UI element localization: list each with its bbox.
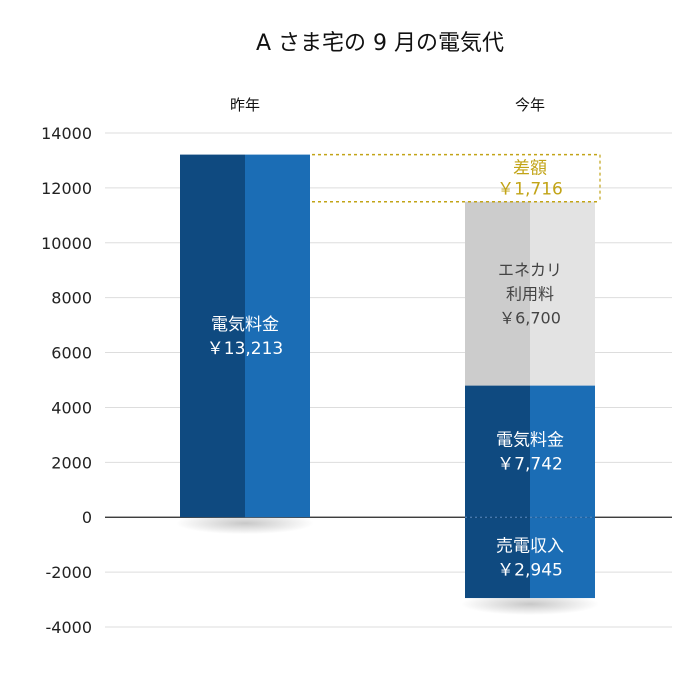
bar-segment-left [465, 201, 530, 386]
bar-segment-left [465, 385, 530, 518]
bar-segment-right [530, 517, 595, 599]
segment-label: 利用料 [506, 285, 554, 304]
bar-shadow [461, 593, 599, 616]
y-tick-label: 8000 [51, 289, 92, 308]
category-label: 昨年 [230, 96, 260, 114]
bar-shadow [176, 512, 314, 535]
segment-label: 電気料金 [211, 315, 279, 335]
difference-amount: ￥1,716 [497, 180, 563, 200]
y-tick-label: 12000 [41, 179, 92, 198]
category-label: 今年 [515, 96, 545, 114]
y-tick-label: 14000 [41, 124, 92, 143]
segment-amount-label: ￥7,742 [497, 454, 563, 474]
chart-title: A さま宅の 9 月の電気代 [256, 31, 504, 56]
difference-annotation: 差額￥1,716 [312, 153, 601, 203]
bar-segment-right [530, 385, 595, 518]
y-tick-label: -2000 [46, 563, 93, 582]
category-labels: 昨年 今年 [230, 96, 545, 114]
segment-amount-label: ￥6,700 [499, 309, 561, 328]
segment-amount-label: ￥2,945 [497, 561, 563, 581]
y-tick-label: 0 [82, 508, 92, 527]
difference-label: 差額 [513, 159, 547, 179]
segment-label: 売電収入 [496, 537, 564, 557]
y-tick-label: 10000 [41, 234, 92, 253]
bar-segment-left [180, 154, 245, 518]
y-tick-label: 4000 [51, 398, 92, 417]
segment-label: 電気料金 [496, 430, 564, 450]
bar-segment: 売電収入 ￥2,945 [465, 517, 595, 599]
y-axis-ticks: 14000 12000 10000 8000 6000 4000 2000 0 -2000 -40… [41, 124, 92, 637]
y-tick-label: -4000 [46, 618, 93, 637]
bar-segment: 電気料金 ￥13,213 [180, 154, 310, 518]
y-tick-label: 2000 [51, 453, 92, 472]
segment-amount-label: ￥13,213 [207, 339, 283, 359]
bar-segment: 電気料金 ￥7,742 [465, 385, 595, 518]
segment-label: エネカリ [498, 261, 562, 280]
bar-segment-left [465, 517, 530, 599]
y-tick-label: 6000 [51, 344, 92, 363]
bar-segment-right [245, 154, 310, 518]
bar-segment-right [530, 201, 595, 386]
